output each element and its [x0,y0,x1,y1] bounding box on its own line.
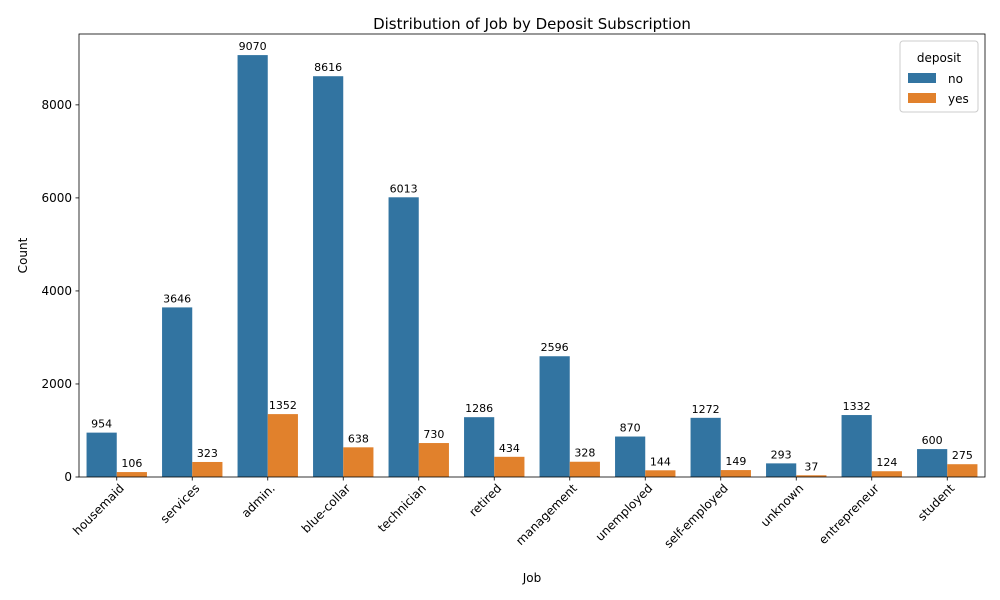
legend-swatch-yes [908,93,936,103]
y-tick-label: 8000 [41,98,72,112]
bar-value-label: 328 [574,447,595,460]
y-tick-label: 0 [64,470,72,484]
bar-value-label: 293 [771,448,792,461]
x-axis-label: Job [522,571,542,585]
bar-yes-housemaid [116,472,147,477]
x-tick-label: technician [375,481,429,535]
bar-no-retired [464,417,495,477]
bar-value-label: 1272 [692,403,720,416]
bar-no-unknown [766,463,797,477]
bar-value-label: 2596 [541,341,569,354]
bar-labels-group: 954 3646 9070 8616 6013 1286 2596 870 1272 293 133… [91,40,973,473]
x-tick-label: retired [466,481,504,519]
bar-yes-entrepreneur [871,471,902,477]
bar-value-label: 149 [725,455,746,468]
bar-yes-unknown [796,475,827,477]
bar-value-label: 3646 [163,292,191,305]
bar-value-label: 9070 [239,40,267,53]
bar-value-label: 323 [197,447,218,460]
x-tick-label: self-employed [661,481,731,551]
bar-no-housemaid [86,432,117,477]
bar-yes-blue-collar [343,447,374,477]
bar-value-label: 870 [620,422,641,435]
bar-value-label: 8616 [314,61,342,74]
bar-value-label: 600 [922,434,943,447]
y-tick-label: 6000 [41,191,72,205]
bar-value-label: 6013 [390,182,418,195]
bar-value-label: 1332 [843,400,871,413]
bar-yes-management [569,461,600,477]
bar-value-label: 144 [650,455,671,468]
bar-yes-admin. [267,414,298,477]
x-tick-label: services [158,481,203,526]
bar-no-blue-collar [313,76,344,477]
bar-yes-unemployed [645,470,676,477]
bar-value-label: 37 [804,460,818,473]
x-tick-label: admin. [239,481,278,520]
bar-yes-services [192,461,223,477]
bar-no-unemployed [615,436,646,477]
bar-no-student [917,449,948,477]
bar-value-label: 1352 [269,399,297,412]
bar-no-self-employed [690,417,721,477]
legend-swatch-no [908,73,936,83]
bar-yes-retired [494,456,525,477]
bar-no-technician [388,197,419,478]
bar-value-label: 434 [499,442,520,455]
y-axis-label: Count [16,237,30,273]
legend-title: deposit [917,51,962,65]
legend-label-yes: yes [948,92,969,106]
bar-value-label: 124 [876,456,897,469]
x-tick-label: unemployed [593,481,656,544]
bars-group [86,55,978,478]
x-tick-label: management [513,481,580,548]
y-tick-label: 4000 [41,284,72,298]
bar-value-label: 1286 [465,402,493,415]
bar-yes-student [947,464,978,477]
bar-no-management [539,356,570,477]
x-tick-label: entrepreneur [816,481,882,547]
x-tick-label: housemaid [70,481,127,538]
y-tick-label: 2000 [41,377,72,391]
x-tick-label: student [915,481,958,524]
bar-yes-self-employed [720,470,751,477]
chart-title: Distribution of Job by Deposit Subscript… [373,15,691,33]
bar-no-entrepreneur [841,415,872,477]
plot-frame [78,33,986,478]
bar-value-label: 730 [423,428,444,441]
x-axis: housemaid services admin. blue-collar techni… [70,477,958,551]
legend-label-no: no [948,72,963,86]
bar-value-label: 275 [952,449,973,462]
x-tick-label: blue-collar [299,481,354,536]
bar-no-services [162,307,193,477]
bar-yes-technician [418,443,449,477]
legend: deposit no yes [899,40,979,113]
x-tick-label: unknown [758,481,806,529]
y-axis: 0 2000 4000 6000 8000 [41,98,79,484]
bar-no-admin. [237,55,268,477]
bar-value-label: 106 [121,457,142,470]
bar-value-label: 954 [91,418,112,431]
bar-value-label: 638 [348,432,369,445]
